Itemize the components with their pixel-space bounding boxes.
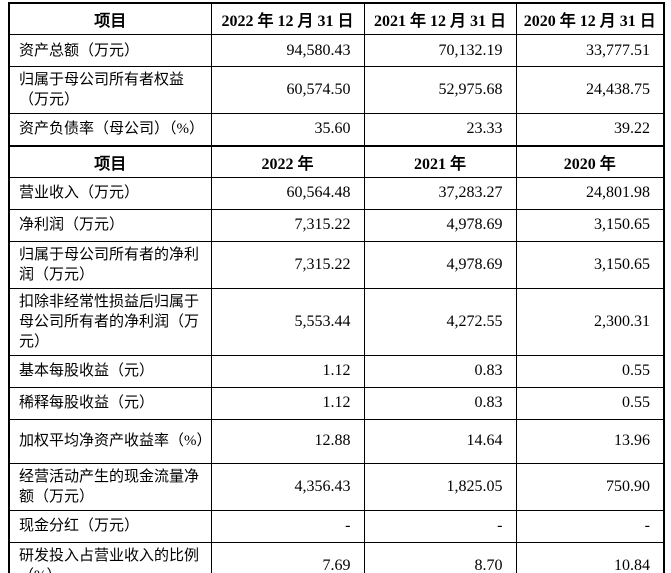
table-row-revenue: 营业收入（万元） 60,564.48 37,283.27 24,801.98 [8, 176, 665, 210]
cell-value: 60,574.50 [210, 66, 365, 114]
row-label: 营业收入（万元） [8, 176, 212, 210]
table-row-cash-dividend: 现金分红（万元） - - - [8, 509, 665, 543]
row-label: 资产总额（万元） [8, 34, 212, 67]
cell-value: - [210, 509, 365, 543]
table-row-net-profit: 净利润（万元） 7,315.22 4,978.69 3,150.65 [8, 208, 665, 242]
table-row-weighted-roe: 加权平均净资产收益率（%） 12.88 14.64 13.96 [8, 418, 665, 464]
income-header-row: 项目 2022 年 2021 年 2020 年 [8, 144, 665, 178]
cell-value: 750.90 [515, 462, 665, 511]
cell-value: 23.33 [363, 113, 517, 146]
cell-value: 24,438.75 [515, 66, 665, 114]
row-label: 加权平均净资产收益率（%） [8, 418, 212, 464]
cell-value: 52,975.68 [363, 66, 517, 114]
cell-value: 2,300.31 [515, 287, 665, 356]
row-label: 扣除非经常性损益后归属于母公司所有者的净利润（万元） [8, 287, 212, 356]
cell-value: 33,777.51 [515, 34, 665, 67]
balance-header-row: 项目 2022 年 12 月 31 日 2021 年 12 月 31 日 202… [8, 2, 665, 35]
cell-value: 4,356.43 [210, 462, 365, 511]
column-header-item: 项目 [8, 2, 212, 35]
column-header-2020-date: 2020 年 12 月 31 日 [515, 2, 665, 35]
cell-value: 4,978.69 [363, 240, 517, 289]
column-header-item: 项目 [8, 144, 212, 178]
cell-value: 1.12 [210, 354, 365, 388]
column-header-2021: 2021 年 [363, 144, 517, 178]
table-row-diluted-eps: 稀释每股收益（元） 1.12 0.83 0.55 [8, 386, 665, 420]
table-row-basic-eps: 基本每股收益（元） 1.12 0.83 0.55 [8, 354, 665, 388]
cell-value: 4,272.55 [363, 287, 517, 356]
row-label: 归属于母公司所有者的净利润（万元） [8, 240, 212, 289]
cell-value: - [363, 509, 517, 543]
cell-value: 8.70 [363, 541, 517, 573]
cell-value: 94,580.43 [210, 34, 365, 67]
row-label: 归属于母公司所有者权益（万元） [8, 66, 212, 114]
cell-value: 37,283.27 [363, 176, 517, 210]
cell-value: 0.83 [363, 354, 517, 388]
cell-value: 7,315.22 [210, 208, 365, 242]
column-header-2021-date: 2021 年 12 月 31 日 [363, 2, 517, 35]
cell-value: 70,132.19 [363, 34, 517, 67]
cell-value: 0.83 [363, 386, 517, 420]
cell-value: 35.60 [210, 113, 365, 146]
cell-value: 0.55 [515, 354, 665, 388]
table-row-rd-ratio: 研发投入占营业收入的比例（%） 7.69 8.70 10.84 [8, 541, 665, 573]
row-label: 研发投入占营业收入的比例（%） [8, 541, 212, 573]
cell-value: 10.84 [515, 541, 665, 573]
row-label: 资产负债率（母公司）（%） [8, 113, 212, 146]
row-label: 现金分红（万元） [8, 509, 212, 543]
cell-value: 1.12 [210, 386, 365, 420]
cell-value: 5,553.44 [210, 287, 365, 356]
cell-value: 12.88 [210, 418, 365, 464]
cell-value: 1,825.05 [363, 462, 517, 511]
cell-value: 13.96 [515, 418, 665, 464]
cell-value: 24,801.98 [515, 176, 665, 210]
cell-value: 14.64 [363, 418, 517, 464]
row-label: 稀释每股收益（元） [8, 386, 212, 420]
cell-value: 7,315.22 [210, 240, 365, 289]
cell-value: 3,150.65 [515, 208, 665, 242]
table-row-debt-ratio: 资产负债率（母公司）（%） 35.60 23.33 39.22 [8, 113, 665, 146]
cell-value: 39.22 [515, 113, 665, 146]
column-header-2022-date: 2022 年 12 月 31 日 [210, 2, 365, 35]
row-label: 经营活动产生的现金流量净额（万元） [8, 462, 212, 511]
cell-value: - [515, 509, 665, 543]
table-row-total-assets: 资产总额（万元） 94,580.43 70,132.19 33,777.51 [8, 34, 665, 67]
cell-value: 7.69 [210, 541, 365, 573]
table-row-parent-net-profit: 归属于母公司所有者的净利润（万元） 7,315.22 4,978.69 3,15… [8, 240, 665, 289]
table-row-operating-cash-flow: 经营活动产生的现金流量净额（万元） 4,356.43 1,825.05 750.… [8, 462, 665, 511]
row-label: 净利润（万元） [8, 208, 212, 242]
table-row-deducted-net-profit: 扣除非经常性损益后归属于母公司所有者的净利润（万元） 5,553.44 4,27… [8, 287, 665, 356]
column-header-2020: 2020 年 [515, 144, 665, 178]
cell-value: 3,150.65 [515, 240, 665, 289]
cell-value: 4,978.69 [363, 208, 517, 242]
financial-summary-table: 项目 2022 年 12 月 31 日 2021 年 12 月 31 日 202… [8, 2, 665, 573]
column-header-2022: 2022 年 [210, 144, 365, 178]
table-row-parent-equity: 归属于母公司所有者权益（万元） 60,574.50 52,975.68 24,4… [8, 66, 665, 114]
row-label: 基本每股收益（元） [8, 354, 212, 388]
cell-value: 60,564.48 [210, 176, 365, 210]
cell-value: 0.55 [515, 386, 665, 420]
